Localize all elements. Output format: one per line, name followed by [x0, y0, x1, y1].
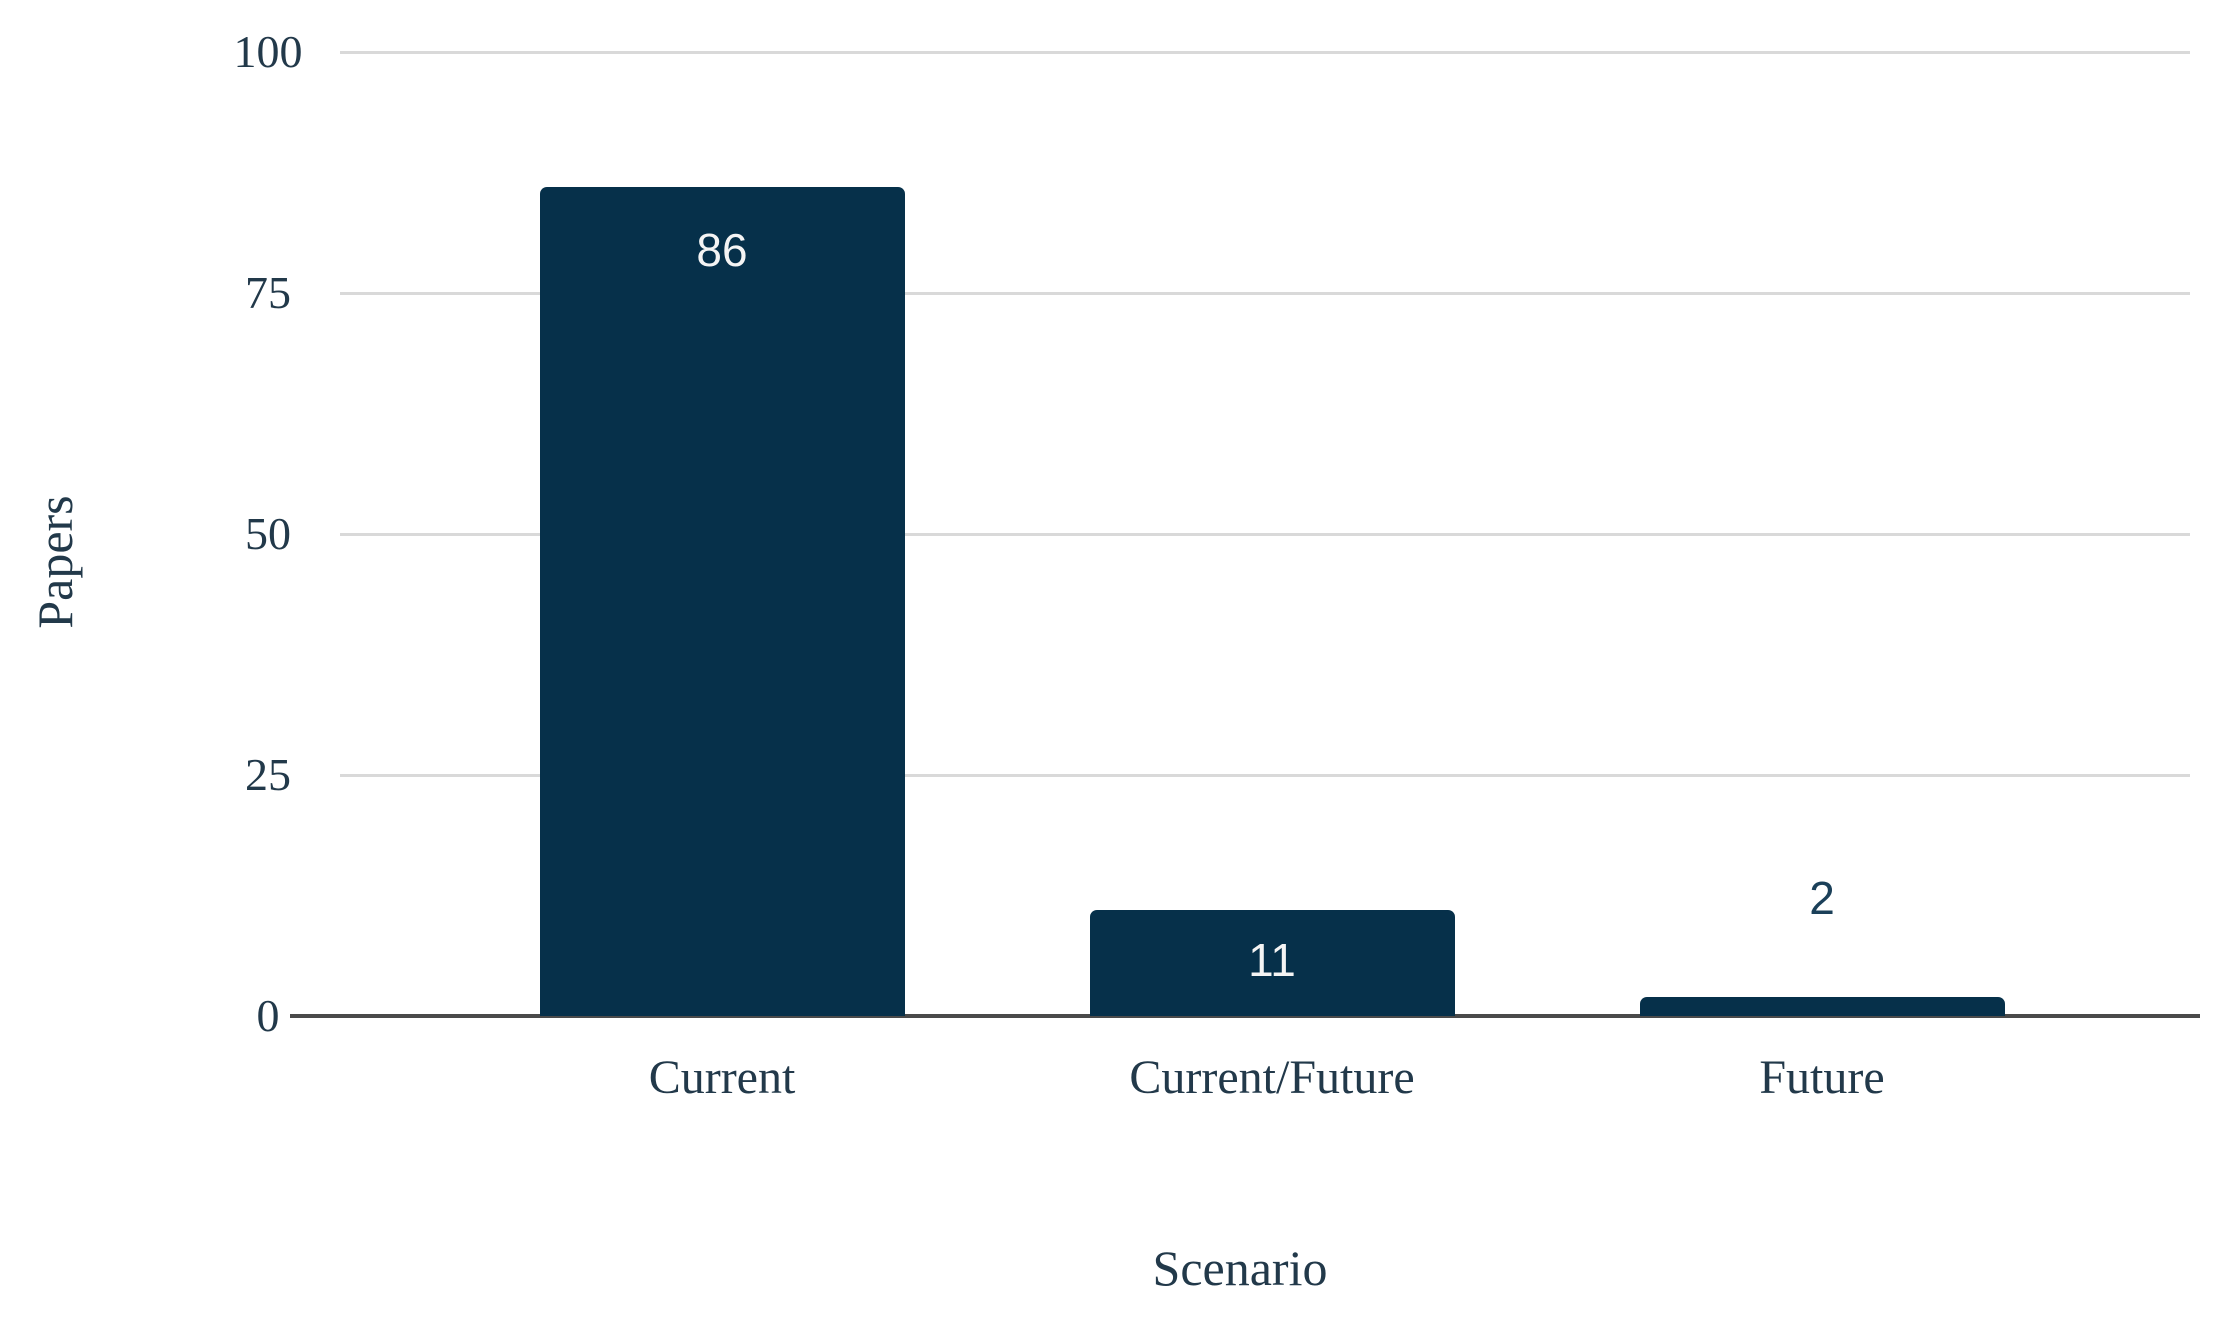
gridline-50 [340, 533, 2190, 536]
value-label-current-future: 11 [1248, 933, 1296, 986]
gridline-75 [340, 292, 2190, 295]
value-label-future: 2 [1809, 871, 1835, 924]
y-tick-label-25: 25 [245, 749, 291, 800]
x-axis-title: Scenario [1152, 1240, 1328, 1296]
y-tick-label-50: 50 [245, 508, 291, 559]
x-category-label-future: Future [1759, 1051, 1885, 1104]
x-category-label-current-future: Current/Future [1129, 1051, 1415, 1104]
x-axis-baseline [290, 1014, 2200, 1018]
value-label-current: 86 [696, 223, 748, 276]
x-category-label-current: Current [648, 1051, 796, 1104]
y-axis-title: Papers [27, 495, 83, 629]
gridline-25 [340, 774, 2190, 777]
gridline-100 [340, 51, 2190, 54]
y-tick-label-0: 0 [256, 990, 280, 1041]
bar-current [539, 186, 905, 1016]
bar-current-future [1089, 909, 1455, 1016]
bar-future [1639, 996, 2005, 1016]
y-tick-label-100: 100 [233, 26, 303, 77]
y-tick-label-75: 75 [245, 267, 291, 318]
